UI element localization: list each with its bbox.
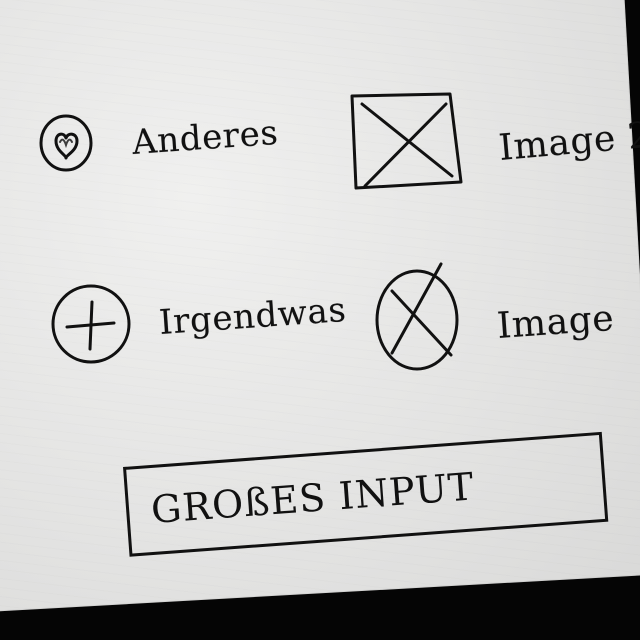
sketch-scene: Anderes Image 2 Irgendwas Image — [0, 0, 640, 640]
